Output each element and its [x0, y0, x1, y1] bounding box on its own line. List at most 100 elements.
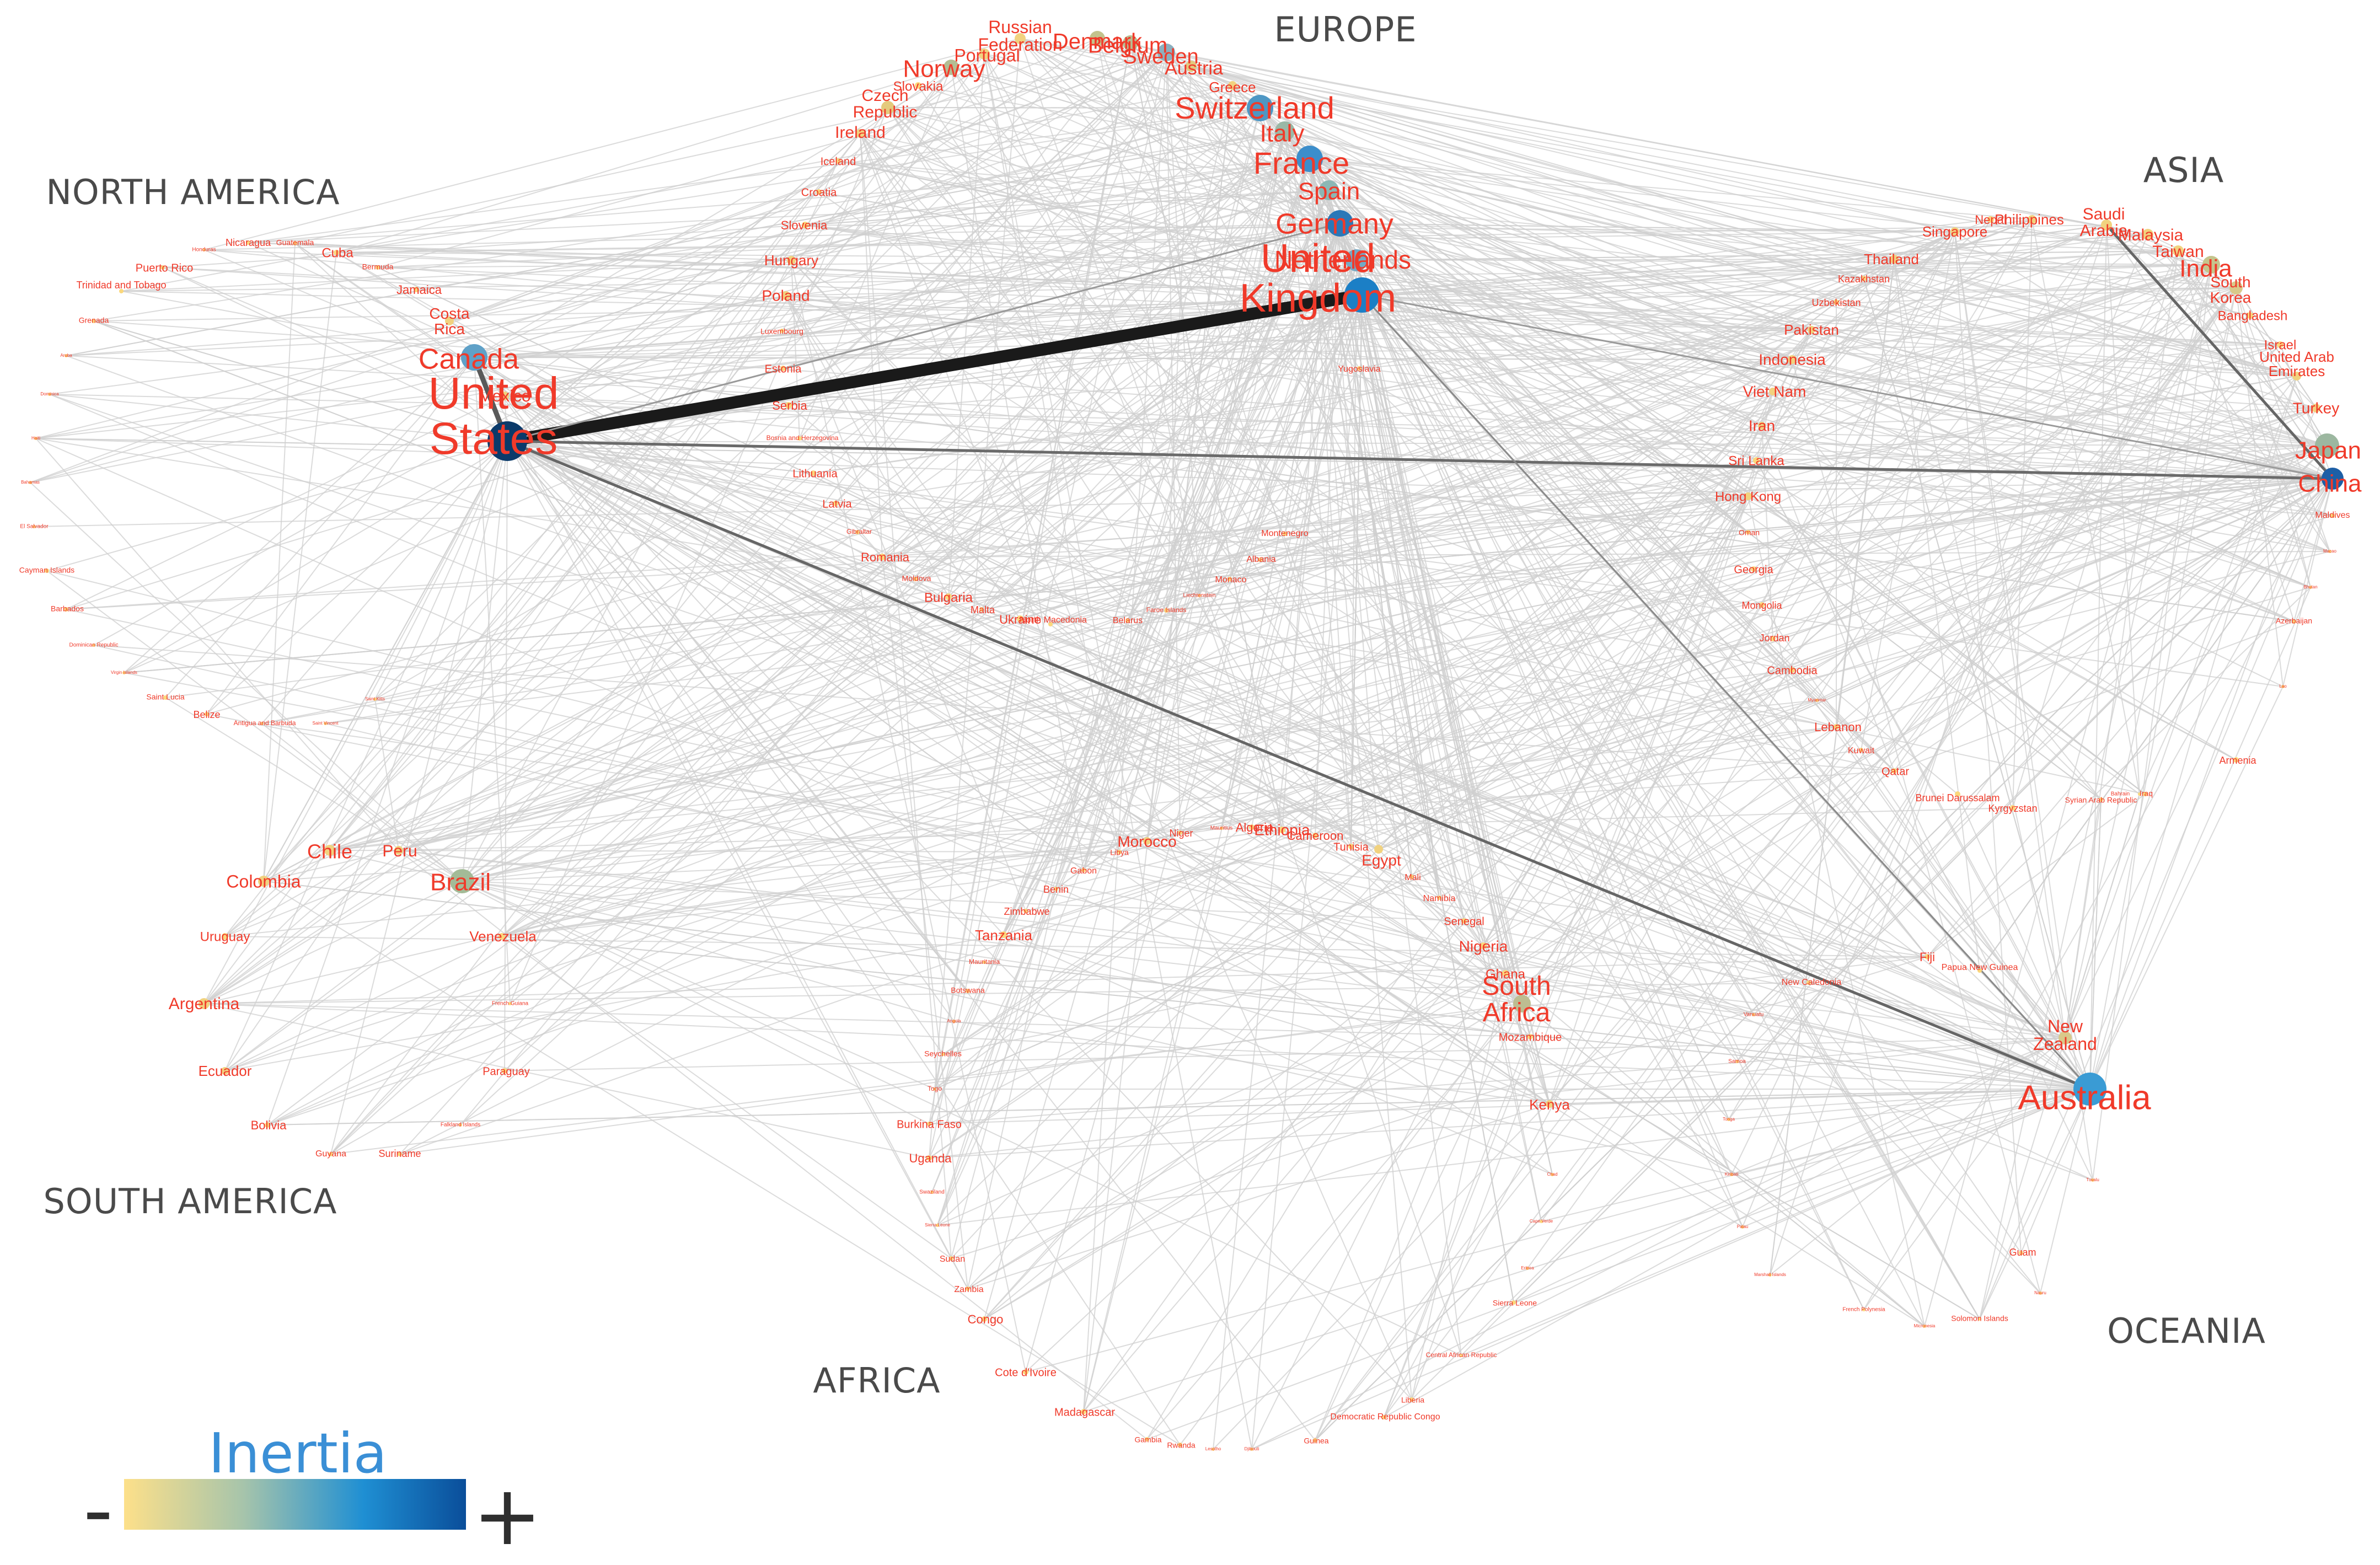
node-gu[interactable] — [2019, 1251, 2023, 1255]
node-jm[interactable] — [414, 287, 419, 292]
node-li[interactable] — [1198, 594, 1201, 597]
node-er[interactable] — [1526, 1267, 1529, 1270]
node-iq[interactable] — [2143, 792, 2147, 796]
node-sr[interactable] — [398, 1152, 402, 1156]
node-ws[interactable] — [1735, 1060, 1739, 1063]
node-cg[interactable] — [982, 1316, 987, 1322]
node-ag[interactable] — [260, 722, 264, 725]
node-bn[interactable] — [1955, 791, 1960, 797]
node-ml[interactable] — [1409, 875, 1414, 879]
node-na[interactable] — [1437, 896, 1441, 900]
node-ir[interactable] — [1758, 422, 1766, 430]
node-sle[interactable] — [1511, 1300, 1516, 1305]
node-bo[interactable] — [265, 1122, 270, 1128]
node-sv[interactable] — [33, 525, 36, 528]
node-ki[interactable] — [1730, 1173, 1733, 1176]
node-gr[interactable] — [1228, 81, 1237, 90]
node-aw[interactable] — [65, 354, 68, 357]
node-au[interactable] — [2073, 1073, 2106, 1106]
node-sz[interactable] — [930, 1191, 934, 1194]
node-al[interactable] — [1258, 558, 1262, 562]
node-md[interactable] — [913, 577, 918, 581]
node-be[interactable] — [1123, 35, 1138, 51]
node-fm[interactable] — [1923, 1325, 1926, 1328]
node-kh[interactable] — [1789, 667, 1795, 673]
node-kz[interactable] — [1861, 276, 1867, 281]
node-tv[interactable] — [2091, 1178, 2094, 1182]
node-mv[interactable] — [2330, 513, 2335, 518]
node-ga[interactable] — [1081, 868, 1086, 872]
node-nc[interactable] — [1807, 980, 1811, 985]
node-ee[interactable] — [780, 366, 786, 371]
node-cu[interactable] — [334, 250, 339, 255]
node-td[interactable] — [1551, 1173, 1554, 1176]
node-pk[interactable] — [1808, 326, 1815, 334]
node-bf[interactable] — [927, 1122, 931, 1126]
node-za[interactable] — [1513, 995, 1531, 1012]
node-bt[interactable] — [2309, 586, 2312, 589]
node-ru[interactable] — [1015, 33, 1026, 44]
node-pe[interactable] — [394, 846, 403, 855]
node-vc[interactable] — [324, 722, 327, 725]
node-is[interactable] — [835, 158, 841, 164]
node-my[interactable] — [2142, 229, 2153, 240]
node-qa[interactable] — [1891, 768, 1897, 774]
node-sl[interactable] — [936, 1224, 939, 1227]
node-dj[interactable] — [1250, 1448, 1253, 1451]
node-np[interactable] — [1987, 216, 1994, 223]
node-sg[interactable] — [1950, 227, 1959, 236]
node-rw[interactable] — [1178, 1443, 1182, 1447]
node-sx[interactable] — [373, 698, 377, 701]
node-bs[interactable] — [29, 481, 32, 484]
node-es[interactable] — [1319, 180, 1339, 200]
node-kg[interactable] — [2010, 805, 2016, 811]
node-rs[interactable] — [785, 402, 792, 409]
node-fj[interactable] — [1925, 954, 1930, 960]
node-cm[interactable] — [1312, 833, 1318, 838]
node-ke[interactable] — [1546, 1100, 1553, 1108]
node-ht[interactable] — [34, 437, 37, 440]
node-cv[interactable] — [1540, 1220, 1543, 1223]
node-gt[interactable] — [293, 241, 297, 245]
node-am[interactable] — [2233, 757, 2239, 763]
node-us[interactable] — [487, 421, 527, 461]
node-lk[interactable] — [1753, 457, 1760, 464]
node-bd[interactable] — [2247, 312, 2253, 319]
node-ec[interactable] — [221, 1067, 229, 1075]
node-sn[interactable] — [1461, 918, 1467, 924]
node-fo[interactable] — [1164, 608, 1168, 613]
node-ug[interactable] — [926, 1155, 932, 1161]
node-mn[interactable] — [1759, 602, 1765, 608]
node-sa[interactable] — [2101, 219, 2112, 231]
node-cf[interactable] — [1460, 1354, 1463, 1357]
node-jp[interactable] — [2315, 433, 2339, 458]
node-zm[interactable] — [966, 1287, 970, 1291]
node-bm[interactable] — [376, 265, 380, 270]
node-pr[interactable] — [160, 265, 165, 270]
node-vu[interactable] — [1752, 1013, 1755, 1016]
node-sk[interactable] — [915, 82, 921, 89]
node-tr[interactable] — [2312, 404, 2320, 412]
node-ge[interactable] — [1751, 566, 1756, 572]
node-vn[interactable] — [1769, 388, 1777, 395]
node-gy[interactable] — [329, 1152, 333, 1156]
node-gd[interactable] — [92, 319, 96, 323]
node-ar[interactable] — [199, 998, 210, 1009]
node-fr[interactable] — [1296, 146, 1323, 172]
node-mc[interactable] — [1227, 577, 1232, 581]
node-nl[interactable] — [1346, 249, 1368, 271]
node-to[interactable] — [1727, 1118, 1730, 1121]
node-ve[interactable] — [498, 933, 505, 940]
node-bb[interactable] — [64, 607, 68, 612]
node-et[interactable] — [1279, 827, 1285, 833]
node-mo[interactable] — [2328, 550, 2331, 553]
node-il[interactable] — [2277, 341, 2283, 348]
node-pg[interactable] — [1977, 968, 1982, 973]
node-pf[interactable] — [1862, 1308, 1866, 1311]
node-ua[interactable] — [1017, 615, 1023, 622]
node-bw[interactable] — [966, 989, 970, 993]
node-mz[interactable] — [1527, 1034, 1533, 1039]
node-dm[interactable] — [48, 393, 51, 396]
node-lb[interactable] — [1834, 724, 1839, 730]
node-mg[interactable] — [1081, 1409, 1086, 1414]
